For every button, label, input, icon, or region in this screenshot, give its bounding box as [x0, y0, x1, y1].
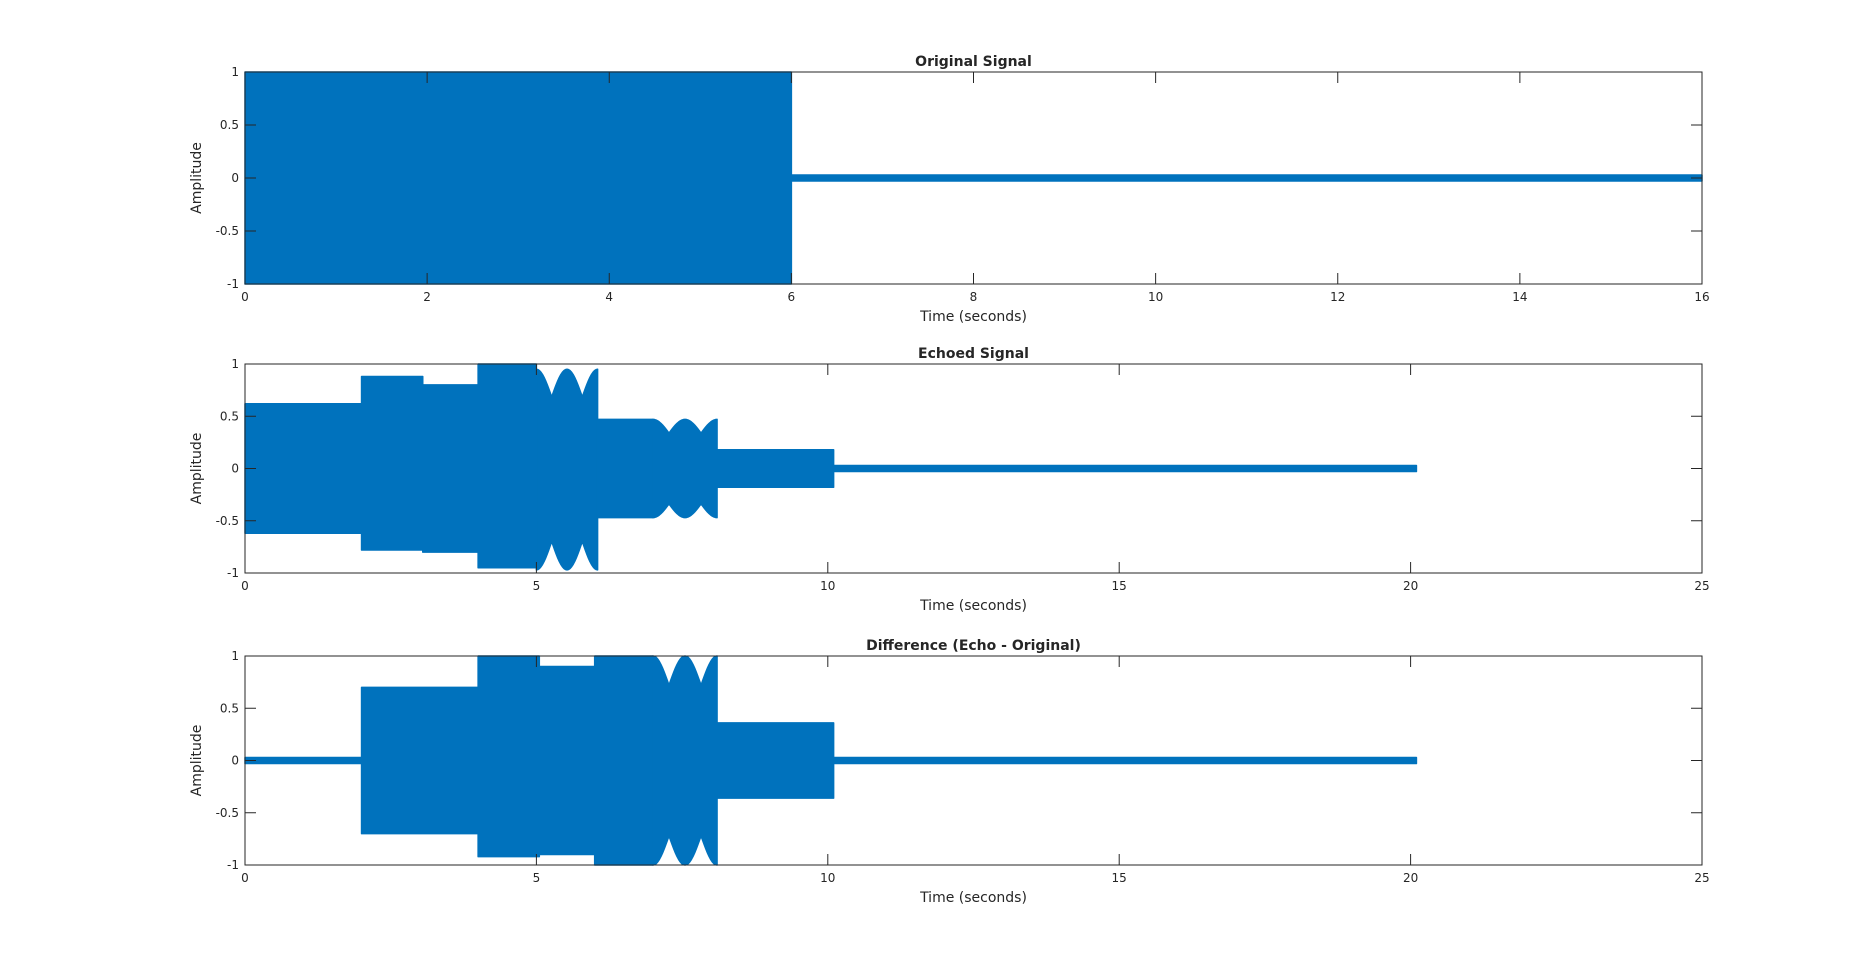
x-tick-label: 8 [970, 290, 978, 304]
y-tick-label: 0 [231, 462, 239, 476]
x-axis-label: Time (seconds) [919, 890, 1027, 906]
signal-segment [244, 71, 793, 285]
x-tick-label: 6 [788, 290, 796, 304]
subplot-3: 0 5 10 15 20 25 -1 -0.5 0 0.5 1 Difference (Echo - … [189, 638, 1710, 906]
signal-segment [652, 655, 718, 866]
x-tick-label: 10 [1148, 290, 1163, 304]
x-tick-label: 5 [533, 871, 541, 885]
subplot-2: 0 5 10 15 20 25 -1 -0.5 0 0.5 1 Echoed Signal Time (… [189, 346, 1710, 614]
x-tick-label: 15 [1112, 871, 1127, 885]
signal-segment [538, 665, 596, 856]
x-tick-label: 2 [423, 290, 431, 304]
signal-segment [477, 655, 541, 858]
y-tick-label: 1 [231, 65, 239, 79]
y-tick-label: 0.5 [220, 701, 239, 715]
y-axis-label: Amplitude [189, 142, 205, 214]
signal-segment [832, 464, 1418, 473]
x-tick-label: 10 [820, 579, 835, 593]
x-tick-label: 20 [1403, 871, 1418, 885]
x-tick-label: 14 [1512, 290, 1527, 304]
x-axis-label: Time (seconds) [919, 309, 1027, 325]
y-tick-label: -1 [227, 277, 239, 291]
x-tick-label: 10 [820, 871, 835, 885]
y-tick-label: 0.5 [220, 409, 239, 423]
signal-segment [593, 655, 654, 866]
signal-segment [596, 418, 654, 519]
signal-segment [422, 384, 479, 553]
signal-segment [652, 418, 718, 519]
series-1 [244, 363, 1418, 571]
x-tick-label: 16 [1694, 290, 1709, 304]
y-tick-label: -0.5 [216, 514, 239, 528]
signal-segment [477, 363, 538, 569]
series-1 [244, 655, 1418, 866]
signal-segment [790, 174, 1703, 182]
x-tick-label: 12 [1330, 290, 1345, 304]
chart-title: Difference (Echo - Original) [866, 638, 1081, 654]
y-tick-label: -0.5 [216, 224, 239, 238]
signal-segment [716, 722, 835, 799]
signal-segment [716, 448, 835, 489]
y-tick-label: 0 [231, 754, 239, 768]
signal-segment [832, 756, 1418, 765]
x-tick-label: 0 [241, 579, 249, 593]
x-tick-label: 15 [1112, 579, 1127, 593]
y-tick-label: -0.5 [216, 806, 239, 820]
x-tick-label: 5 [533, 579, 541, 593]
y-tick-label: -1 [227, 566, 239, 580]
signal-segment [535, 368, 599, 571]
signal-segment [360, 375, 424, 551]
x-tick-label: 0 [241, 290, 249, 304]
y-axis-label: Amplitude [189, 433, 205, 505]
y-tick-label: 0 [231, 171, 239, 185]
chart-title: Echoed Signal [918, 346, 1029, 362]
y-tick-label: 1 [231, 357, 239, 371]
x-tick-label: 20 [1403, 579, 1418, 593]
chart-title: Original Signal [915, 54, 1032, 70]
signal-segment [244, 756, 363, 765]
signal-segment [360, 686, 479, 835]
x-axis-label: Time (seconds) [919, 598, 1027, 614]
x-tick-label: 25 [1694, 579, 1709, 593]
signal-segment [244, 402, 363, 535]
x-tick-label: 25 [1694, 871, 1709, 885]
x-tick-label: 0 [241, 871, 249, 885]
subplot-1: 0 2 4 6 8 10 12 14 16 -1 -0.5 0 0.5 1 Original Signal T… [189, 54, 1710, 325]
y-tick-label: 0.5 [220, 118, 239, 132]
y-tick-label: 1 [231, 649, 239, 663]
x-tick-label: 4 [605, 290, 613, 304]
y-axis-label: Amplitude [189, 725, 205, 797]
y-tick-label: -1 [227, 858, 239, 872]
